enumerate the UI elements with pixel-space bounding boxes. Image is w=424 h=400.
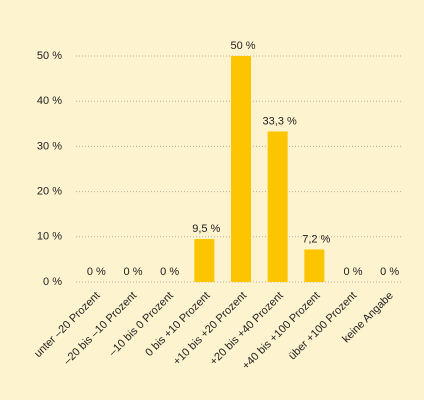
value-label: 9,5 % (192, 223, 220, 235)
x-tick-label: –10 bis 0 Prozent (107, 290, 176, 359)
bar (194, 239, 215, 282)
value-label: 0 % (160, 266, 179, 278)
y-tick-label: 0 % (43, 276, 62, 288)
y-tick-label: 20 % (37, 186, 62, 198)
value-label: 50 % (230, 40, 255, 52)
value-label: 0 % (124, 266, 143, 278)
x-tick-label: 0 bis +10 Prozent (143, 290, 212, 359)
value-label: 33,3 % (263, 115, 297, 127)
bar (304, 249, 325, 282)
value-label: 7,2 % (302, 233, 330, 245)
value-label: 0 % (87, 266, 106, 278)
y-tick-label: 10 % (37, 231, 62, 243)
value-label: 0 % (380, 266, 399, 278)
bar (267, 131, 288, 282)
bar (231, 56, 251, 282)
value-label: 0 % (344, 266, 363, 278)
y-tick-label: 40 % (37, 95, 62, 107)
x-tick-label: unter –20 Prozent (32, 290, 102, 360)
y-tick-label: 30 % (37, 140, 62, 152)
y-tick-label: 50 % (37, 50, 62, 62)
x-tick-label: über +100 Prozent (286, 290, 359, 363)
